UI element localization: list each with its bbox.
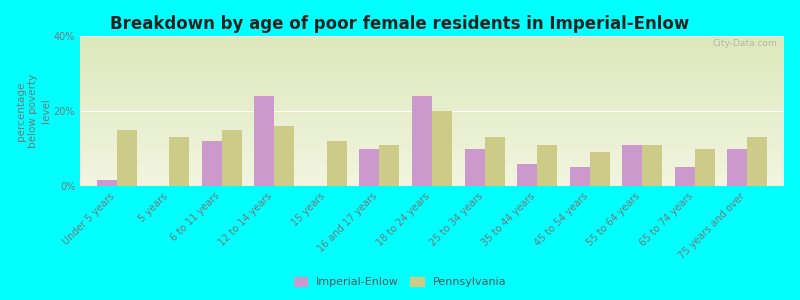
Bar bbox=[485, 137, 505, 186]
Bar bbox=[222, 130, 242, 186]
Text: City-Data.com: City-Data.com bbox=[712, 39, 777, 48]
Bar bbox=[747, 137, 767, 186]
Bar bbox=[170, 137, 190, 186]
Bar bbox=[674, 167, 694, 186]
Bar bbox=[327, 141, 347, 186]
Bar bbox=[727, 148, 747, 186]
Bar bbox=[537, 145, 557, 186]
Bar bbox=[412, 96, 432, 186]
Bar bbox=[590, 152, 610, 186]
Bar bbox=[432, 111, 452, 186]
Bar bbox=[379, 145, 399, 186]
Bar bbox=[570, 167, 590, 186]
Bar bbox=[642, 145, 662, 186]
Bar bbox=[274, 126, 294, 186]
Bar bbox=[97, 180, 117, 186]
Bar bbox=[254, 96, 274, 186]
Bar bbox=[359, 148, 379, 186]
Legend: Imperial-Enlow, Pennsylvania: Imperial-Enlow, Pennsylvania bbox=[290, 272, 510, 291]
Text: Breakdown by age of poor female residents in Imperial-Enlow: Breakdown by age of poor female resident… bbox=[110, 15, 690, 33]
Y-axis label: percentage
below poverty
level: percentage below poverty level bbox=[16, 74, 51, 148]
Bar bbox=[117, 130, 137, 186]
Bar bbox=[517, 164, 537, 186]
Bar bbox=[202, 141, 222, 186]
Bar bbox=[622, 145, 642, 186]
Bar bbox=[694, 148, 714, 186]
Bar bbox=[465, 148, 485, 186]
